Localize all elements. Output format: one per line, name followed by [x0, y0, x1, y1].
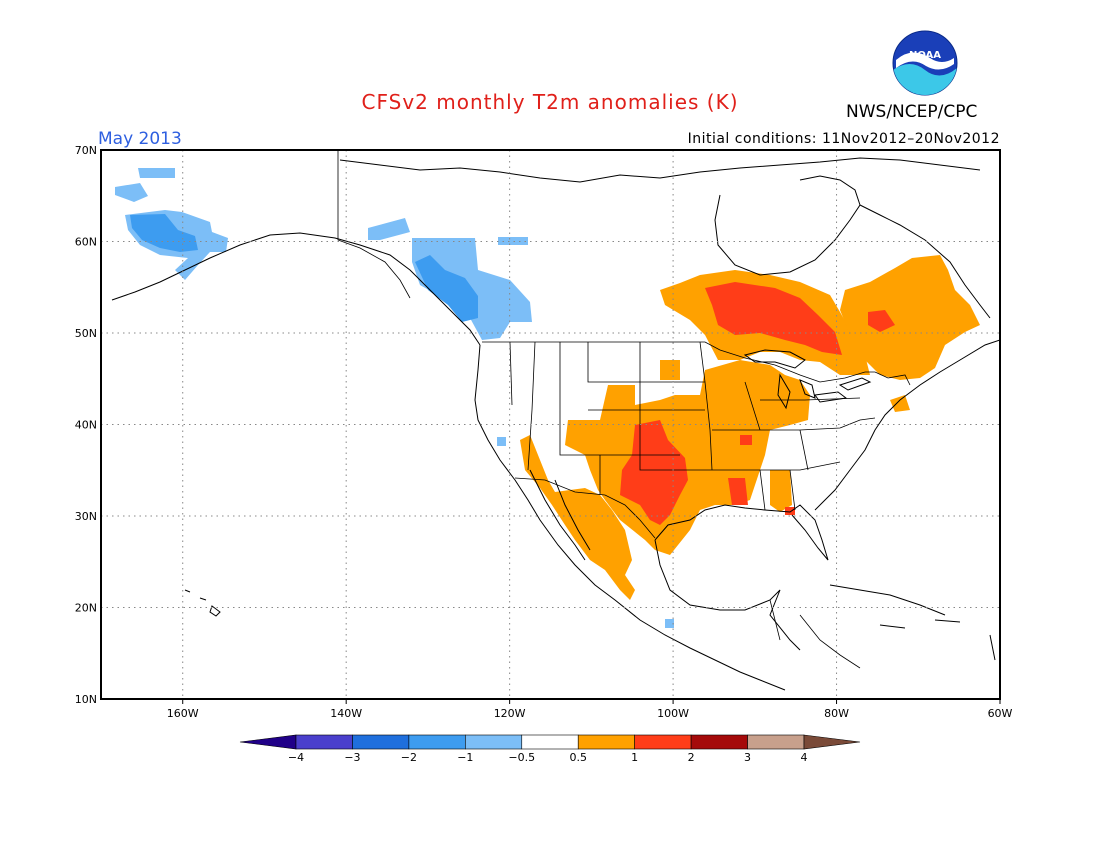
lat-tick-label: 10N [75, 693, 97, 706]
coastline-mexico-gulf [654, 539, 801, 651]
lon-tick-label: 100W [657, 707, 689, 720]
legend-label: 3 [744, 751, 751, 764]
anomaly-alaska-cool [115, 168, 228, 280]
lon-tick-label: 60W [988, 707, 1013, 720]
legend-label: −0.5 [508, 751, 535, 764]
central-america-borders [769, 599, 861, 669]
noaa-logo-text: NOAA [909, 50, 941, 61]
initial-conditions: Initial conditions: 11Nov2012–20Nov2012 [687, 131, 1000, 147]
map-frame [100, 149, 1001, 700]
legend-label: −4 [288, 751, 304, 764]
coastline-pacific [474, 344, 786, 691]
border-us-canada [482, 341, 911, 386]
legend-swatch [747, 734, 805, 750]
lat-tick-label: 70N [75, 144, 97, 157]
coastline-caribbean [829, 584, 996, 661]
legend-label: 1 [631, 751, 638, 764]
anomaly-texas-warm-core [620, 420, 795, 525]
border-alaska-canada [337, 150, 411, 299]
target-month: May 2013 [98, 129, 182, 149]
legend-swatch [690, 734, 748, 750]
legend-swatch [408, 734, 466, 750]
lon-tick-label: 80W [824, 707, 849, 720]
lat-tick-label: 40N [75, 419, 97, 432]
anomaly-quebec-warm-core [868, 310, 895, 332]
state-borders [509, 341, 876, 511]
anomaly-bc-cool-core [415, 255, 478, 322]
lon-tick-label: 120W [494, 707, 526, 720]
lat-tick-label: 60N [75, 236, 97, 249]
legend-swatch [295, 734, 353, 750]
coastline-baja [529, 469, 591, 561]
legend-swatch [239, 734, 297, 750]
coastline-alaska [111, 232, 481, 346]
coastline-gulf [654, 504, 829, 561]
lon-tick-label: 140W [330, 707, 362, 720]
anomaly-pacific-cool-spots [497, 437, 674, 628]
coastline-hudson-bay [714, 175, 861, 276]
lat-tick-label: 20N [75, 602, 97, 615]
lat-tick-label: 50N [75, 327, 97, 340]
legend-label: −3 [344, 751, 360, 764]
anomaly-ontario-warm-core [705, 282, 842, 355]
legend-label: 4 [801, 751, 808, 764]
anomaly-quebec-warm [840, 255, 980, 412]
coastline-hawaii [184, 589, 221, 617]
legend-swatch [521, 734, 579, 750]
border-us-mexico [514, 477, 656, 539]
map-title: CFSv2 monthly T2m anomalies (K) [361, 90, 739, 114]
coastline-arctic [339, 157, 981, 183]
legend-label: −2 [401, 751, 417, 764]
legend-swatch [803, 734, 861, 750]
coastline-labrador [859, 204, 991, 319]
legend-label: −1 [457, 751, 473, 764]
anomaly-ontario-warm [660, 270, 870, 375]
anomaly-bc-cool [368, 218, 532, 340]
legend-swatch [634, 734, 692, 750]
legend-swatch [352, 734, 410, 750]
coastline-atlantic [814, 339, 1000, 511]
anomaly-alaska-cool-core [130, 214, 198, 252]
legend-swatch [577, 734, 635, 750]
anomaly-plains-warm [520, 360, 810, 600]
lon-tick-label: 160W [167, 707, 199, 720]
map-ocean [101, 150, 1000, 699]
legend-swatch [465, 734, 523, 750]
noaa-logo: NOAA [892, 30, 958, 96]
agency-label: NWS/NCEP/CPC [846, 102, 978, 122]
legend-label: 0.5 [569, 751, 587, 764]
coastline-great-lakes [743, 349, 872, 410]
lat-tick-label: 30N [75, 510, 97, 523]
legend-label: 2 [688, 751, 695, 764]
